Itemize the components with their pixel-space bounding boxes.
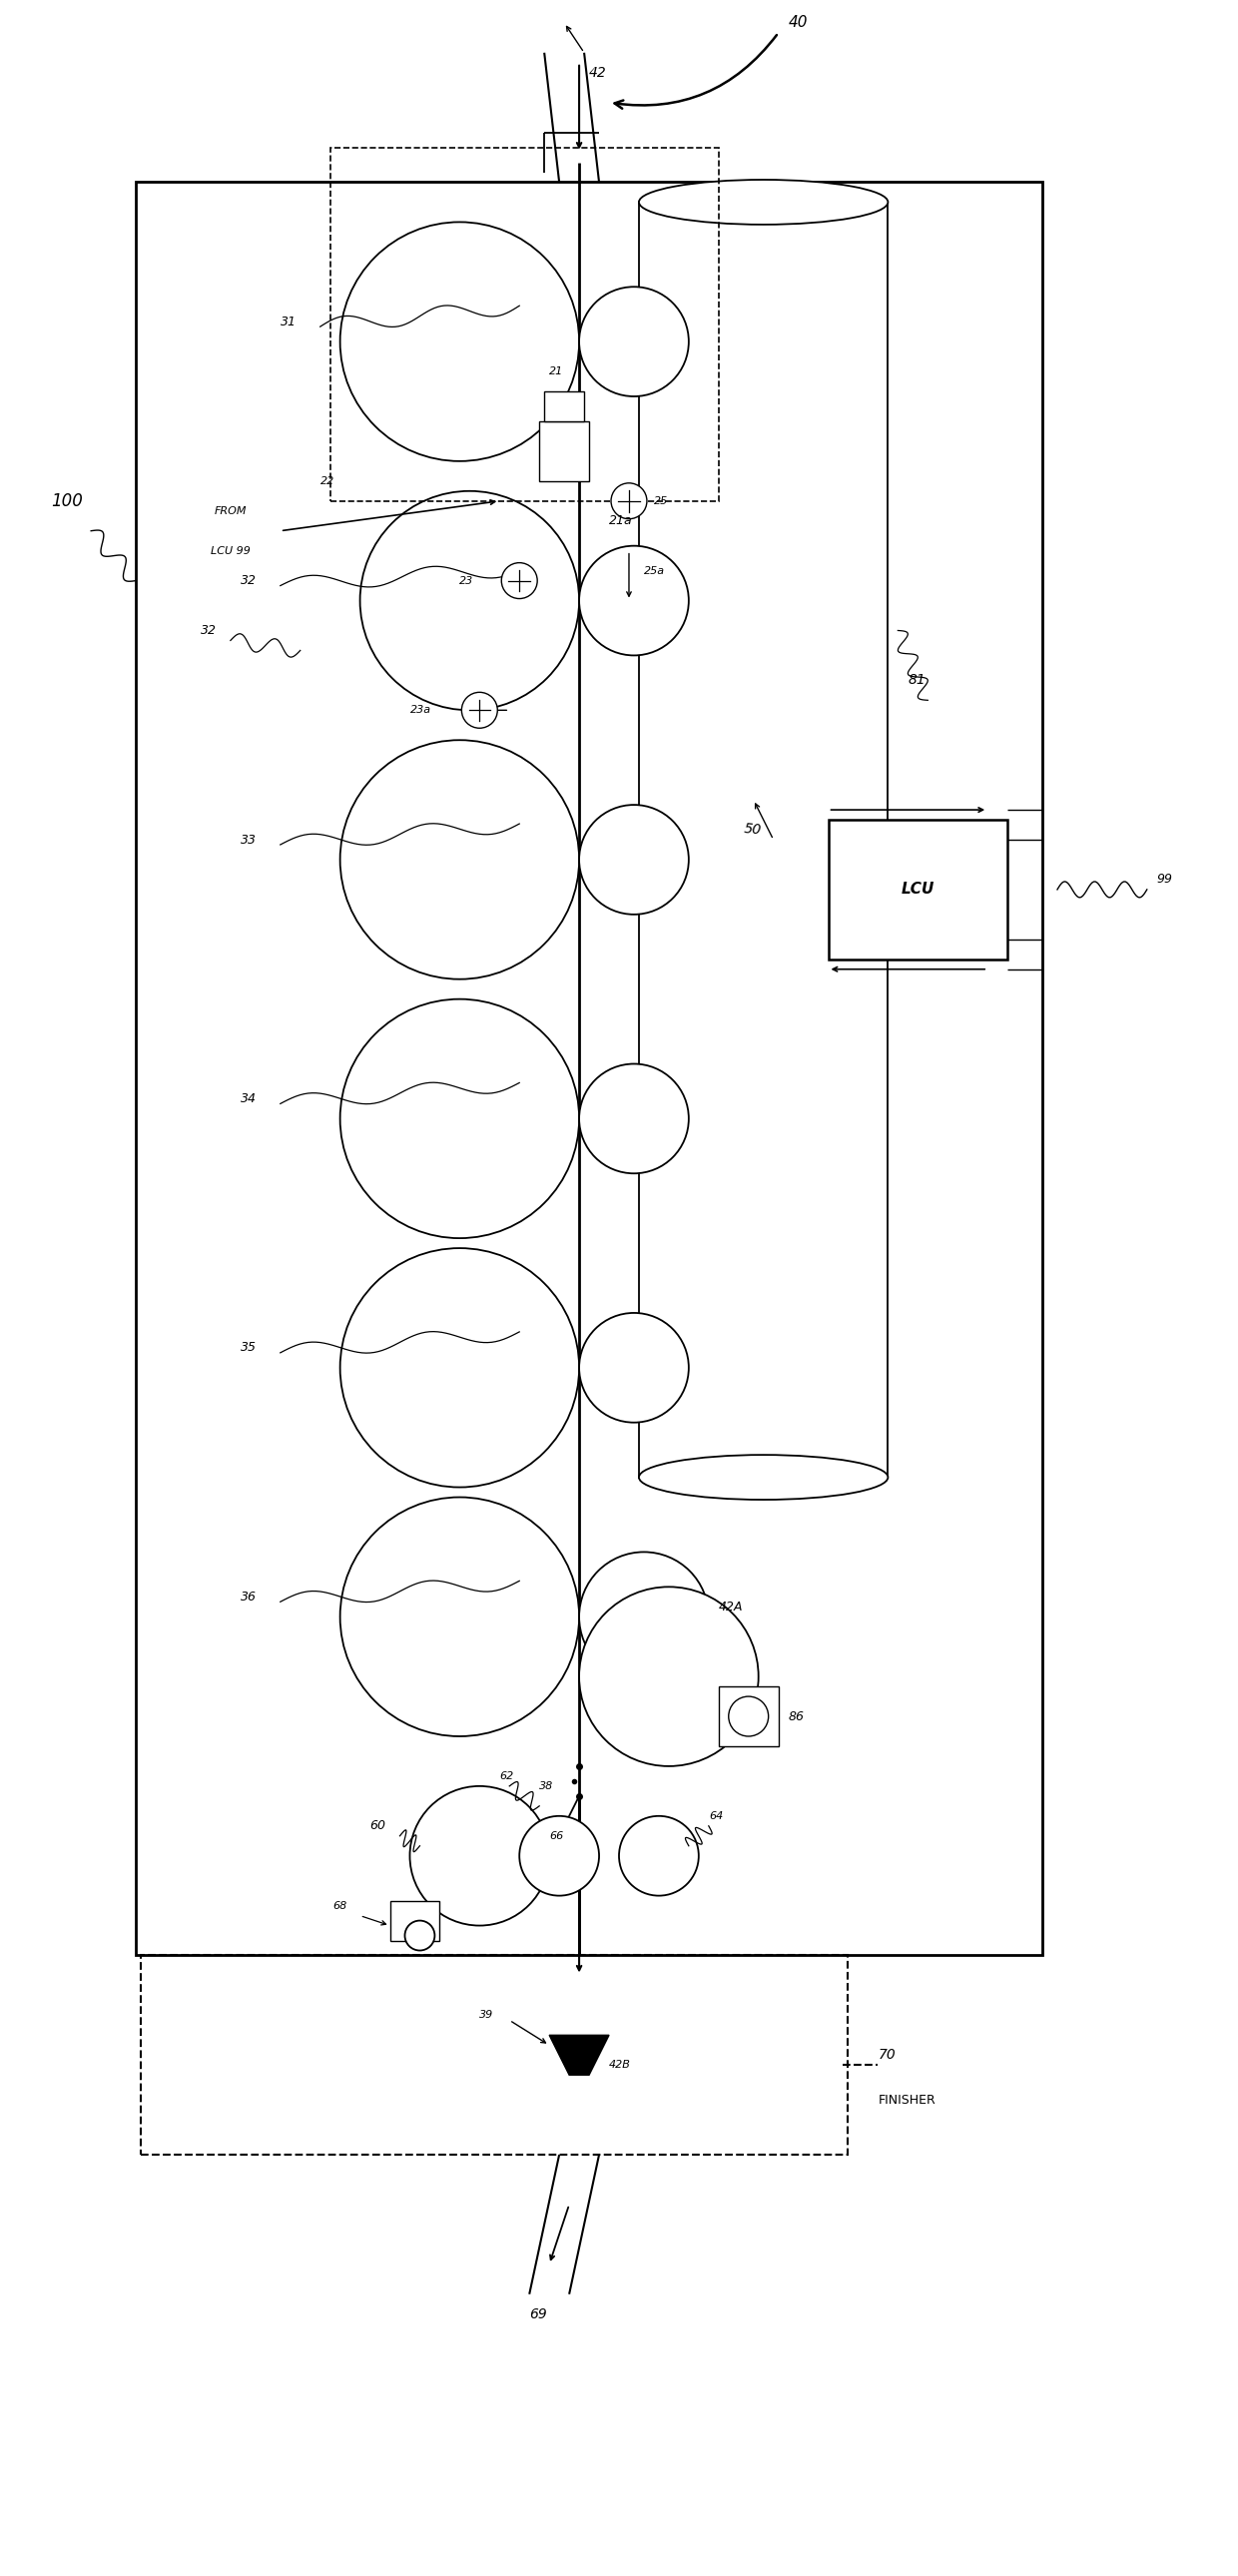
Circle shape (579, 1587, 759, 1767)
Circle shape (579, 286, 688, 397)
Text: 69: 69 (530, 2308, 547, 2321)
Bar (390, 1901, 439, 1940)
Circle shape (579, 1551, 708, 1682)
Text: FROM: FROM (214, 505, 246, 515)
Ellipse shape (639, 1455, 888, 1499)
Text: 34: 34 (240, 1092, 256, 1105)
Text: 62: 62 (499, 1772, 514, 1780)
Circle shape (360, 492, 579, 711)
Circle shape (579, 804, 688, 914)
Circle shape (340, 1249, 579, 1486)
Text: 81: 81 (907, 672, 926, 688)
Circle shape (520, 1816, 599, 1896)
Circle shape (729, 1698, 769, 1736)
Bar (141, 1955, 848, 2154)
Text: 100: 100 (51, 492, 83, 510)
Bar (136, 183, 1042, 1955)
Bar (540, 422, 589, 482)
Bar (718, 1687, 779, 1747)
Text: 33: 33 (240, 832, 256, 845)
Text: 31: 31 (280, 314, 296, 327)
Text: 50: 50 (744, 822, 763, 837)
Ellipse shape (639, 180, 888, 224)
Text: 40: 40 (789, 15, 808, 31)
Circle shape (579, 1064, 688, 1175)
Text: 99: 99 (1158, 873, 1172, 886)
Text: FINISHER: FINISHER (878, 2094, 936, 2107)
Text: 23: 23 (459, 574, 474, 585)
Circle shape (619, 1816, 698, 1896)
Text: 21: 21 (550, 366, 563, 376)
Circle shape (340, 739, 579, 979)
Text: 66: 66 (550, 1832, 563, 1842)
Text: 35: 35 (240, 1342, 256, 1355)
Text: 39: 39 (479, 2009, 494, 2020)
Circle shape (579, 1314, 688, 1422)
Text: 38: 38 (540, 1780, 553, 1790)
Text: 25: 25 (654, 497, 669, 505)
Polygon shape (550, 2035, 609, 2076)
Text: 21a: 21a (609, 515, 633, 528)
Circle shape (612, 484, 647, 518)
Circle shape (340, 999, 579, 1239)
Text: 86: 86 (789, 1710, 805, 1723)
Text: 60: 60 (370, 1819, 386, 1832)
Circle shape (579, 546, 688, 654)
Circle shape (340, 222, 579, 461)
Circle shape (501, 562, 537, 598)
Text: 22: 22 (321, 477, 334, 487)
Text: 70: 70 (878, 2048, 896, 2061)
Text: 32: 32 (240, 574, 256, 587)
Text: 42B: 42B (609, 2061, 631, 2071)
Text: LCU: LCU (901, 881, 935, 896)
Text: 32: 32 (201, 623, 217, 636)
Text: 68: 68 (333, 1901, 347, 1911)
Bar (545, 392, 584, 422)
Circle shape (462, 693, 498, 729)
Circle shape (410, 1785, 550, 1927)
Bar (331, 147, 718, 500)
Text: 23a: 23a (410, 706, 431, 716)
Circle shape (340, 1497, 579, 1736)
Text: LCU 99: LCU 99 (210, 546, 250, 556)
Bar (639, 201, 888, 1476)
Text: 25a: 25a (644, 567, 665, 574)
Text: 42: 42 (589, 64, 607, 80)
Circle shape (405, 1922, 435, 1950)
Bar (828, 819, 1008, 958)
Text: 42A: 42A (718, 1600, 743, 1613)
Text: 64: 64 (708, 1811, 723, 1821)
Text: 36: 36 (240, 1589, 256, 1602)
